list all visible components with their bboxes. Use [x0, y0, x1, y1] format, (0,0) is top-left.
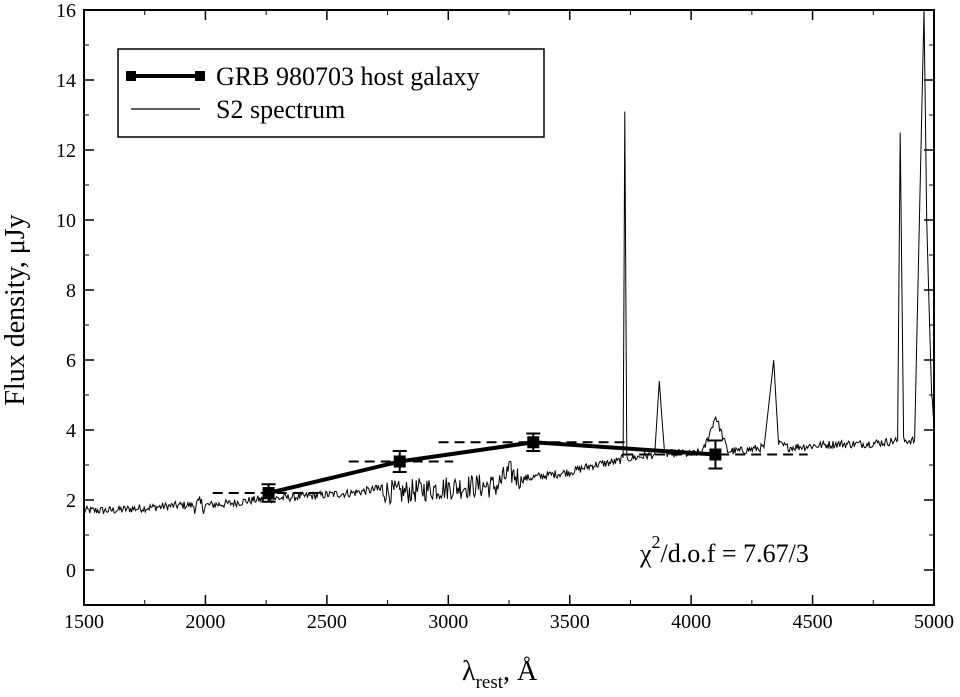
x-tick-label: 4000 — [671, 611, 711, 633]
host-point — [527, 436, 540, 449]
host-point — [393, 455, 406, 468]
chi-square-annotation: χ2/d.o.f = 7.67/3 — [639, 532, 809, 568]
y-tick-label: 0 — [66, 560, 76, 582]
y-tick-label: 14 — [56, 70, 76, 92]
legend-spectrum-label: S2 spectrum — [216, 95, 345, 124]
x-axis-title: λrest, Å — [462, 656, 538, 693]
x-axis-title-sub: rest — [476, 672, 504, 693]
host-point — [262, 487, 275, 499]
x-tick-label: 3500 — [550, 611, 590, 633]
y-tick-label: 6 — [66, 350, 76, 372]
x-tick-label: 2000 — [185, 611, 225, 633]
host-point — [709, 448, 722, 461]
chi-rest: /d.o.f = 7.67/3 — [661, 539, 809, 568]
legend-host-label: GRB 980703 host galaxy — [216, 62, 480, 91]
x-tick-label: 4500 — [793, 611, 833, 633]
spectrum-line — [83, 9, 935, 515]
x-axis-title-tail: , Å — [503, 656, 538, 687]
y-tick-label: 4 — [66, 420, 76, 442]
x-tick-label: 3000 — [428, 611, 468, 633]
y-tick-label: 12 — [56, 140, 76, 162]
y-axis-title: Flux density, μJy — [0, 214, 31, 405]
y-tick-label: 16 — [56, 0, 76, 22]
x-tick-label: 1500 — [64, 611, 104, 633]
legend-box — [117, 48, 545, 138]
x-tick-label: 2500 — [307, 611, 347, 633]
chi-superscript: 2 — [652, 532, 661, 552]
y-tick-label: 10 — [56, 210, 76, 232]
x-axis-title-main: λ — [462, 656, 476, 687]
y-tick-label: 8 — [66, 280, 76, 302]
chi-symbol: χ — [639, 539, 652, 568]
host-line — [268, 440, 716, 495]
x-tick-label: 5000 — [914, 611, 954, 633]
legend: GRB 980703 host galaxy S2 spectrum — [117, 48, 545, 138]
y-tick-label: 2 — [66, 490, 76, 512]
legend-host-marker-right — [195, 71, 205, 81]
legend-host-marker-left — [126, 71, 136, 81]
